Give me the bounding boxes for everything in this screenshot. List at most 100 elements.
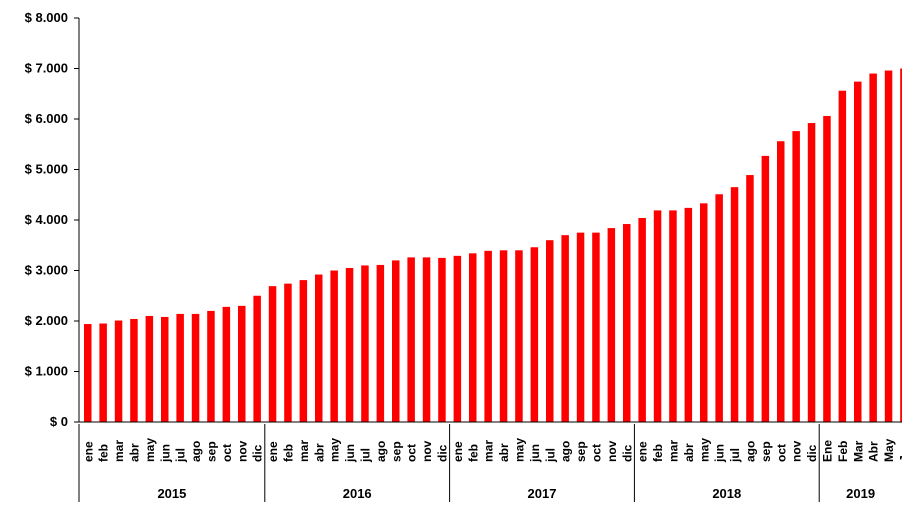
- x-tick-label: feb: [97, 444, 111, 462]
- bars: [84, 68, 902, 423]
- bar: [284, 283, 292, 422]
- bar: [238, 305, 246, 422]
- x-tick-label: ago: [559, 441, 573, 462]
- bar: [176, 313, 184, 422]
- x-tick-label: ago: [374, 441, 388, 462]
- bar: [392, 260, 400, 422]
- y-tick-label: $ 8.000: [25, 10, 68, 25]
- x-tick-label: abr: [497, 443, 511, 462]
- y-tick-label: $ 6.000: [25, 111, 68, 126]
- bar: [130, 318, 138, 422]
- x-tick-label: feb: [281, 444, 295, 462]
- bar: [777, 141, 785, 422]
- y-tick-label: $ 3.000: [25, 263, 68, 278]
- bar: [607, 228, 616, 422]
- y-tick-label: $ 2.000: [25, 313, 68, 328]
- x-axis: ene feb mar abr may jun jul ago sep oct nov dic ene f…: [78, 421, 902, 502]
- y-axis: $ 0 $ 1.000 $ 2.000 $ 3.000 $ 4.000 $ 5.000 $ …: [25, 10, 80, 429]
- y-tick-label: $ 4.000: [25, 212, 68, 227]
- bar: [422, 257, 431, 422]
- x-tick-label: ene: [81, 441, 95, 462]
- bar: [453, 255, 462, 422]
- x-tick-label: ene: [266, 441, 280, 462]
- bar: [746, 175, 754, 422]
- x-tick-label: jun: [528, 444, 542, 463]
- x-tick-label: may: [328, 438, 342, 462]
- bar: [900, 68, 902, 422]
- year-label: 2019: [846, 486, 875, 501]
- bar: [315, 274, 323, 422]
- bar: [669, 210, 677, 422]
- bar: [576, 232, 585, 423]
- bar: [684, 207, 693, 422]
- x-tick-label: sep: [574, 441, 588, 462]
- x-tick-label: oct: [220, 444, 234, 462]
- bar: [561, 235, 569, 422]
- x-tick-label: Jun: [897, 441, 902, 462]
- bar: [869, 73, 877, 423]
- bar: [854, 81, 862, 422]
- x-tick-label: jun: [713, 444, 727, 463]
- bar: [438, 257, 446, 423]
- bar: [592, 232, 600, 423]
- bar: [361, 265, 369, 422]
- bar: [700, 203, 708, 422]
- bar: [330, 270, 338, 422]
- x-tick-label: abr: [312, 443, 326, 462]
- bar: [653, 210, 662, 422]
- x-tick-label: nov: [420, 440, 434, 462]
- bar: [638, 217, 646, 422]
- x-tick-label: sep: [204, 441, 218, 462]
- bar: [730, 187, 739, 422]
- x-tick-label: sep: [389, 441, 403, 462]
- bar: [376, 264, 385, 422]
- x-tick-label: jun: [158, 444, 172, 463]
- x-tick-label: abr: [127, 443, 141, 462]
- y-tick-label: $ 5.000: [25, 162, 68, 177]
- y-tick-label: $ 7.000: [25, 61, 68, 76]
- x-tick-label: Abr: [867, 441, 881, 462]
- x-tick-label: May: [882, 438, 896, 462]
- bar: [161, 316, 169, 422]
- bar: [191, 313, 200, 422]
- year-label: 2017: [528, 486, 557, 501]
- year-label: 2015: [157, 486, 186, 501]
- y-tick-label: $ 0: [50, 414, 68, 429]
- x-tick-label: nov: [235, 440, 249, 462]
- x-tick-label: may: [143, 438, 157, 462]
- x-tick-label: may: [512, 438, 526, 462]
- bar: [623, 224, 631, 422]
- x-tick-label: dic: [805, 444, 819, 462]
- x-tick-label: mar: [297, 440, 311, 462]
- bar: [546, 240, 554, 422]
- x-tick-label: mar: [666, 440, 680, 462]
- x-tick-label: dic: [435, 444, 449, 462]
- x-tick-label: jul: [358, 448, 372, 463]
- x-tick-label: jul: [728, 448, 742, 463]
- x-tick-label: feb: [466, 444, 480, 462]
- x-tick-label: nov: [605, 440, 619, 462]
- bar: [792, 131, 800, 422]
- x-tick-label: nov: [790, 440, 804, 462]
- x-tick-label: ago: [743, 441, 757, 462]
- x-tick-label: ene: [451, 441, 465, 462]
- y-tick-label: $ 1.000: [25, 364, 68, 379]
- x-tick-label: mar: [482, 440, 496, 462]
- bar: [807, 123, 816, 422]
- x-tick-label: jul: [543, 448, 557, 463]
- x-tick-label: sep: [759, 441, 773, 462]
- bar: [268, 286, 277, 422]
- x-tick-label: ene: [636, 441, 650, 462]
- x-tick-label: mar: [112, 440, 126, 462]
- x-tick-label: oct: [774, 444, 788, 462]
- bar: [530, 247, 539, 422]
- x-tick-label: jun: [343, 444, 357, 463]
- x-tick-label: feb: [651, 444, 665, 462]
- bar: [222, 306, 231, 422]
- bar: [207, 310, 215, 422]
- x-tick-label: dic: [251, 444, 265, 462]
- x-tick-label: Ene: [820, 440, 834, 462]
- x-tick-label: Feb: [836, 441, 850, 462]
